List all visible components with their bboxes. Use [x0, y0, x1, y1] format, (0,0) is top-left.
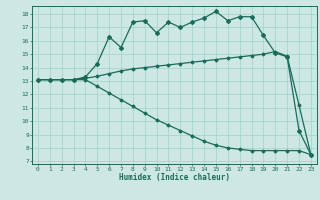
X-axis label: Humidex (Indice chaleur): Humidex (Indice chaleur): [119, 173, 230, 182]
